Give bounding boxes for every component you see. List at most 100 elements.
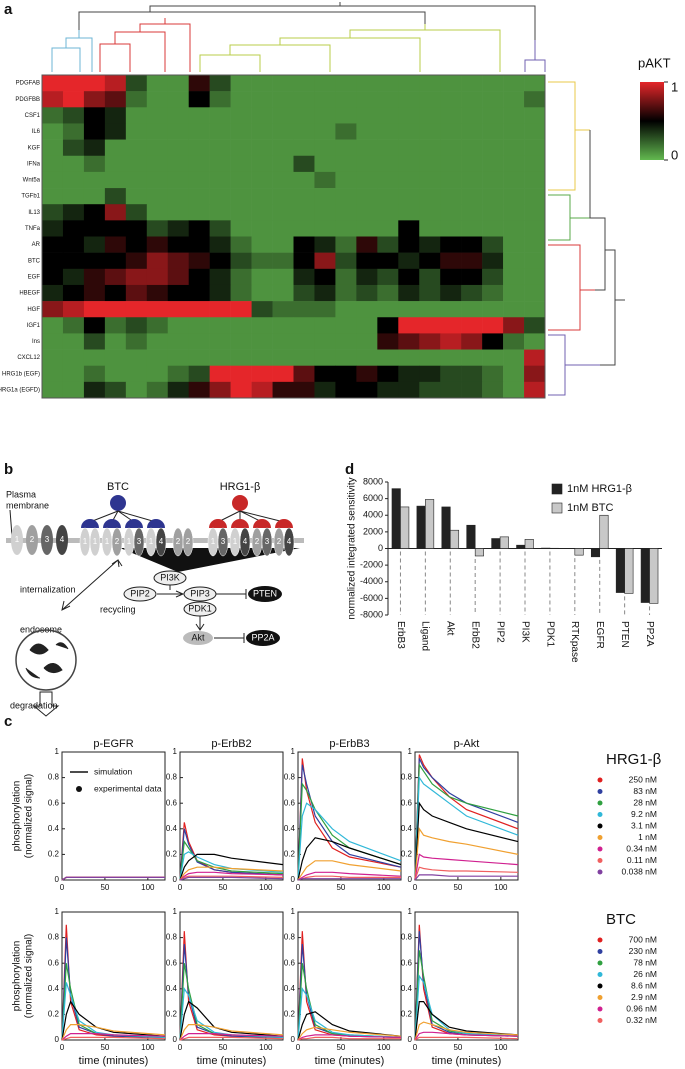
bar xyxy=(590,548,601,558)
heatmap-cell xyxy=(503,139,525,157)
ligand-icon xyxy=(110,495,126,511)
heatmap-cell xyxy=(188,236,210,253)
receptor-label: 4 xyxy=(159,537,164,546)
y-tick-label: 6000 xyxy=(363,493,383,503)
simulation-line xyxy=(179,931,284,1041)
heatmap-cell xyxy=(440,317,462,334)
receptor-label: 2 xyxy=(186,537,191,546)
receptor-label: 1 xyxy=(127,537,132,546)
heatmap-cell xyxy=(104,236,127,253)
receptor-label: 4 xyxy=(60,535,65,544)
branch xyxy=(548,334,600,396)
heatmap-cell xyxy=(524,220,546,237)
heatmap-cell xyxy=(335,333,357,350)
traffic-arrows xyxy=(61,559,123,611)
receptor xyxy=(133,527,145,557)
heatmap-cell xyxy=(251,155,273,173)
simulation-line xyxy=(179,853,284,881)
heatmap-cell xyxy=(167,204,190,221)
heatmap-cell xyxy=(356,236,378,253)
x-tick-label: 50 xyxy=(100,883,109,892)
legend-label: 2.9 nM xyxy=(631,992,657,1002)
colorbar-tick-label: 1 xyxy=(671,79,678,94)
heatmap-cell xyxy=(230,333,252,350)
heatmap-cell xyxy=(62,171,85,189)
heatmap-cell xyxy=(188,75,210,92)
heatmap-cell xyxy=(146,188,169,205)
heatmap-cell xyxy=(461,75,483,92)
panel-label: d xyxy=(345,461,354,478)
y-tick-label: 0.8 xyxy=(284,773,296,782)
heatmap-cell xyxy=(272,220,294,237)
heatmap-cell xyxy=(335,91,357,108)
legend-label: 1nM BTC xyxy=(567,502,614,514)
heatmap-cell xyxy=(62,317,85,334)
colorbar xyxy=(640,82,664,160)
heatmap-cell xyxy=(188,171,210,189)
heatmap-cell xyxy=(272,75,294,92)
heatmap-cell xyxy=(125,139,148,157)
branch xyxy=(548,244,595,331)
heatmap-cell xyxy=(461,220,483,237)
heatmap-cell xyxy=(230,107,252,124)
heatmap-cell xyxy=(356,301,378,318)
simulation-line xyxy=(61,963,166,1041)
y-tick-label: 1 xyxy=(55,747,60,756)
bar xyxy=(449,529,460,549)
heatmap-cell xyxy=(314,75,336,92)
legend-dot xyxy=(597,846,603,852)
branch xyxy=(524,40,546,72)
heatmap-cell xyxy=(482,252,504,270)
category-label: Ligand xyxy=(420,621,431,651)
legend-label: 1 nM xyxy=(638,832,657,842)
heatmap-cell xyxy=(419,301,441,318)
heatmap-cell xyxy=(272,123,294,140)
heatmap-cell xyxy=(62,123,85,140)
row-title: HRG1-β xyxy=(606,751,662,768)
heatmap-cell xyxy=(356,204,378,221)
heatmap-cell xyxy=(125,365,148,383)
heatmap-cell xyxy=(356,139,378,157)
heatmap-cell xyxy=(230,220,252,237)
heatmap-cell xyxy=(62,381,85,399)
y-tick-label: 0.8 xyxy=(166,773,178,782)
legend-dot xyxy=(597,800,603,806)
heatmap-cell xyxy=(251,268,273,286)
row-label: IFNa xyxy=(27,161,41,167)
heatmap-cell xyxy=(440,220,462,237)
heatmap-cell xyxy=(209,188,231,205)
legend-label: 1nM HRG1-β xyxy=(567,483,632,495)
bar xyxy=(441,506,451,549)
category-label: EGFR xyxy=(594,621,605,649)
heatmap-cell xyxy=(461,171,483,189)
heatmap-cell xyxy=(251,349,273,366)
heatmap-cell xyxy=(42,107,64,124)
colorbar-tick-label: 0 xyxy=(671,147,678,162)
simulation-line xyxy=(297,963,402,1041)
legend-dot xyxy=(597,777,603,783)
y-tick-label: 0.8 xyxy=(166,933,178,942)
heatmap-cell xyxy=(251,204,273,221)
heatmap-cell xyxy=(335,107,357,124)
x-tick-label: 0 xyxy=(60,883,65,892)
heatmap-cell xyxy=(125,171,148,189)
heatmap-cell xyxy=(335,171,357,189)
heatmap-cell xyxy=(461,284,483,302)
y-tick-label: 0.6 xyxy=(166,958,178,967)
heatmap-cell xyxy=(293,91,315,108)
heatmap-cell xyxy=(419,381,441,399)
y-tick-label: 1 xyxy=(291,907,296,916)
membrane-label: membrane xyxy=(6,500,49,510)
heatmap-cell xyxy=(314,91,336,108)
heatmap-cell xyxy=(209,284,231,302)
heatmap-cell xyxy=(377,123,399,140)
heatmap-cell xyxy=(293,204,315,221)
heatmap-cell xyxy=(440,204,462,221)
heatmap-cell xyxy=(209,107,231,124)
heatmap-cell xyxy=(293,284,315,302)
heatmap-cell xyxy=(524,349,546,366)
y-tick-label: 0 xyxy=(55,875,60,884)
simulation-line xyxy=(414,1001,519,1041)
plot-frame xyxy=(179,751,284,881)
simulation-line xyxy=(414,853,519,881)
